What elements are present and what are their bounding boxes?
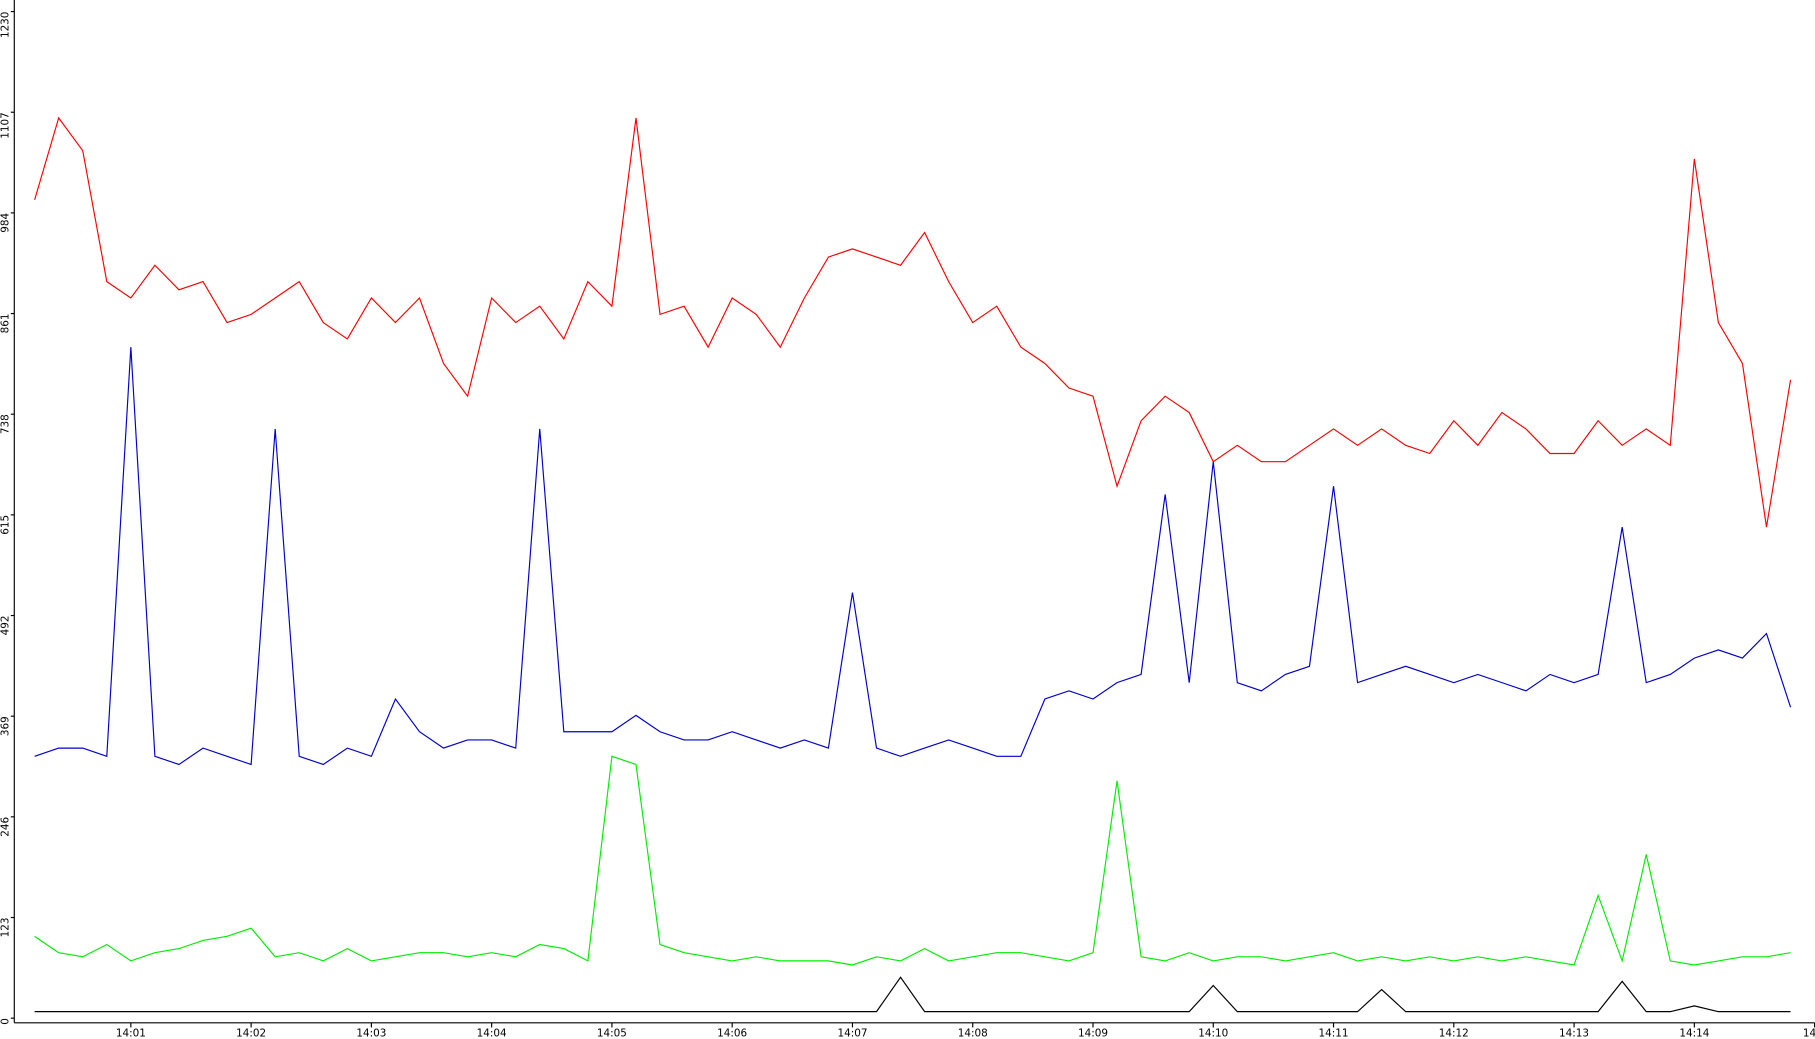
x-tick-label: 14:14	[1679, 1028, 1709, 1039]
series-line	[34, 347, 1792, 766]
x-tick-label: 14:13	[1559, 1028, 1589, 1039]
y-tick-label: 861	[0, 314, 11, 334]
y-tick-label: 1230	[0, 12, 11, 38]
y-tick-label: 0	[0, 1018, 11, 1025]
x-tick-label: 14:12	[1439, 1028, 1469, 1039]
x-tick-label: 14:1	[1803, 1028, 1815, 1039]
x-tick-label: 14:05	[597, 1028, 627, 1039]
y-tick-label: 123	[0, 918, 11, 938]
y-tick-label: 984	[0, 213, 11, 233]
x-tick-label: 14:09	[1078, 1028, 1108, 1039]
y-tick-label: 1107	[0, 112, 11, 138]
y-tick-label: 615	[0, 515, 11, 535]
y-tick-label: 492	[0, 616, 11, 636]
x-tick-label: 14:10	[1198, 1028, 1228, 1039]
x-tick-label: 14:11	[1319, 1028, 1349, 1039]
x-tick-label: 14:06	[717, 1028, 747, 1039]
y-tick-label: 246	[0, 817, 11, 837]
x-tick-label: 14:04	[477, 1028, 507, 1039]
x-tick-label: 14:01	[116, 1028, 146, 1039]
series-line	[34, 976, 1791, 1013]
series-line	[34, 755, 1791, 966]
series-line	[34, 116, 1792, 528]
x-tick-label: 14:02	[236, 1028, 266, 1039]
y-tick-label: 738	[0, 414, 11, 434]
x-tick-label: 14:07	[837, 1028, 867, 1039]
x-tick-label: 14:08	[958, 1028, 988, 1039]
x-tick-label: 14:03	[356, 1028, 386, 1039]
y-tick-label: 369	[0, 716, 11, 736]
